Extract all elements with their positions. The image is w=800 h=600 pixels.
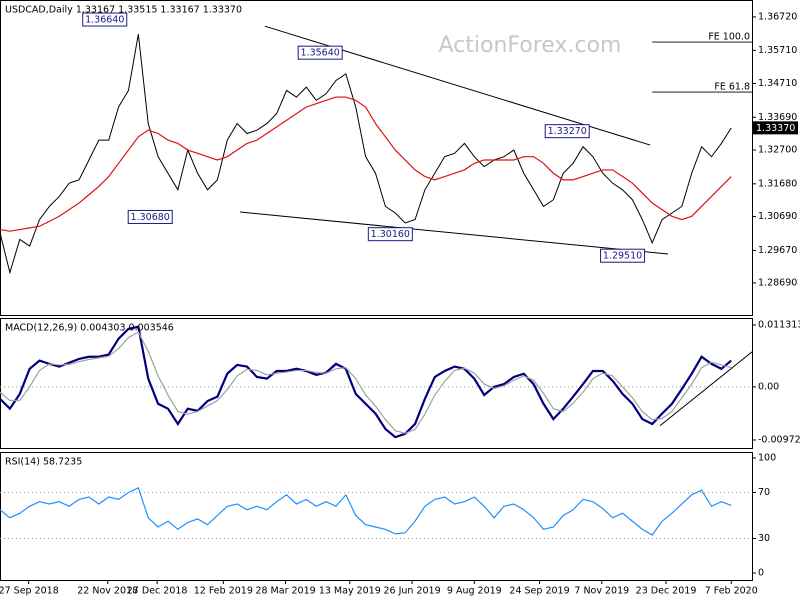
y-tick-label: 0.00 bbox=[758, 381, 779, 392]
price-label: 1.33270 bbox=[548, 126, 587, 137]
trendline bbox=[659, 351, 753, 427]
y-tick-label: 1.34710 bbox=[758, 78, 797, 89]
price-label: 1.35640 bbox=[301, 48, 340, 59]
x-tick-label: 7 Nov 2019 bbox=[574, 586, 629, 597]
series-line bbox=[0, 487, 732, 536]
x-tick-label: 9 Aug 2019 bbox=[447, 586, 502, 597]
price-label-box bbox=[127, 209, 173, 224]
x-tick-label: 13 May 2019 bbox=[319, 586, 381, 597]
trendline bbox=[240, 211, 669, 255]
y-tick-label: 1.32700 bbox=[758, 145, 797, 156]
y-tick-label: 0 bbox=[758, 567, 764, 578]
y-tick-label: -0.009729 bbox=[758, 435, 800, 446]
panel-frame bbox=[0, 0, 753, 316]
series-line bbox=[0, 34, 732, 275]
last-price-box bbox=[752, 121, 798, 135]
price-label-box bbox=[297, 45, 343, 60]
watermark: ActionForex.com bbox=[439, 33, 622, 58]
x-tick-label: 27 Sep 2018 bbox=[0, 586, 59, 597]
price-label: 1.36640 bbox=[85, 15, 124, 26]
price-label-box bbox=[367, 227, 413, 242]
price-label-box bbox=[544, 124, 590, 139]
x-tick-label: 23 Dec 2019 bbox=[636, 586, 697, 597]
y-tick-label: 1.28690 bbox=[758, 277, 797, 288]
last-price-label: 1.33370 bbox=[756, 123, 795, 134]
series-line bbox=[0, 96, 732, 232]
price-label: 1.29510 bbox=[603, 251, 642, 262]
series-line bbox=[0, 325, 732, 439]
price-label: 1.30680 bbox=[131, 212, 170, 223]
fe-label: FE 61.8 bbox=[714, 82, 750, 93]
x-tick-label: 27 Dec 2018 bbox=[127, 586, 188, 597]
y-tick-label: 1.30690 bbox=[758, 211, 797, 222]
y-tick-label: 70 bbox=[758, 487, 770, 498]
y-tick-label: 1.31680 bbox=[758, 178, 797, 189]
y-tick-label: 100 bbox=[758, 452, 776, 463]
x-tick-label: 12 Feb 2019 bbox=[194, 586, 253, 597]
panel-title: MACD(12,26,9) 0.004303 0.003546 bbox=[5, 323, 174, 334]
panel-title: USDCAD,Daily 1.33167 1.33515 1.33167 1.3… bbox=[5, 5, 242, 16]
y-tick-label: 1.33690 bbox=[758, 112, 797, 123]
series-line bbox=[0, 331, 732, 434]
price-label-box bbox=[82, 12, 128, 27]
y-tick-label: 30 bbox=[758, 533, 770, 544]
panel-title: RSI(14) 58.7235 bbox=[5, 457, 82, 468]
y-tick-label: 1.29670 bbox=[758, 245, 797, 256]
y-tick-label: 0.011313 bbox=[758, 319, 800, 330]
price-label-box bbox=[600, 248, 646, 263]
x-tick-label: 24 Sep 2019 bbox=[509, 586, 569, 597]
x-tick-label: 28 Mar 2019 bbox=[255, 586, 315, 597]
x-tick-label: 7 Feb 2020 bbox=[705, 586, 758, 597]
y-tick-label: 1.35710 bbox=[758, 45, 797, 56]
panel-frame bbox=[0, 452, 753, 581]
panel-frame bbox=[0, 318, 753, 449]
x-tick-label: 26 Jun 2019 bbox=[383, 586, 440, 597]
fe-label: FE 100.0 bbox=[708, 32, 750, 43]
x-tick-label: 22 Nov 2018 bbox=[77, 586, 138, 597]
price-label: 1.30160 bbox=[371, 229, 410, 240]
y-tick-label: 1.36720 bbox=[758, 11, 797, 22]
